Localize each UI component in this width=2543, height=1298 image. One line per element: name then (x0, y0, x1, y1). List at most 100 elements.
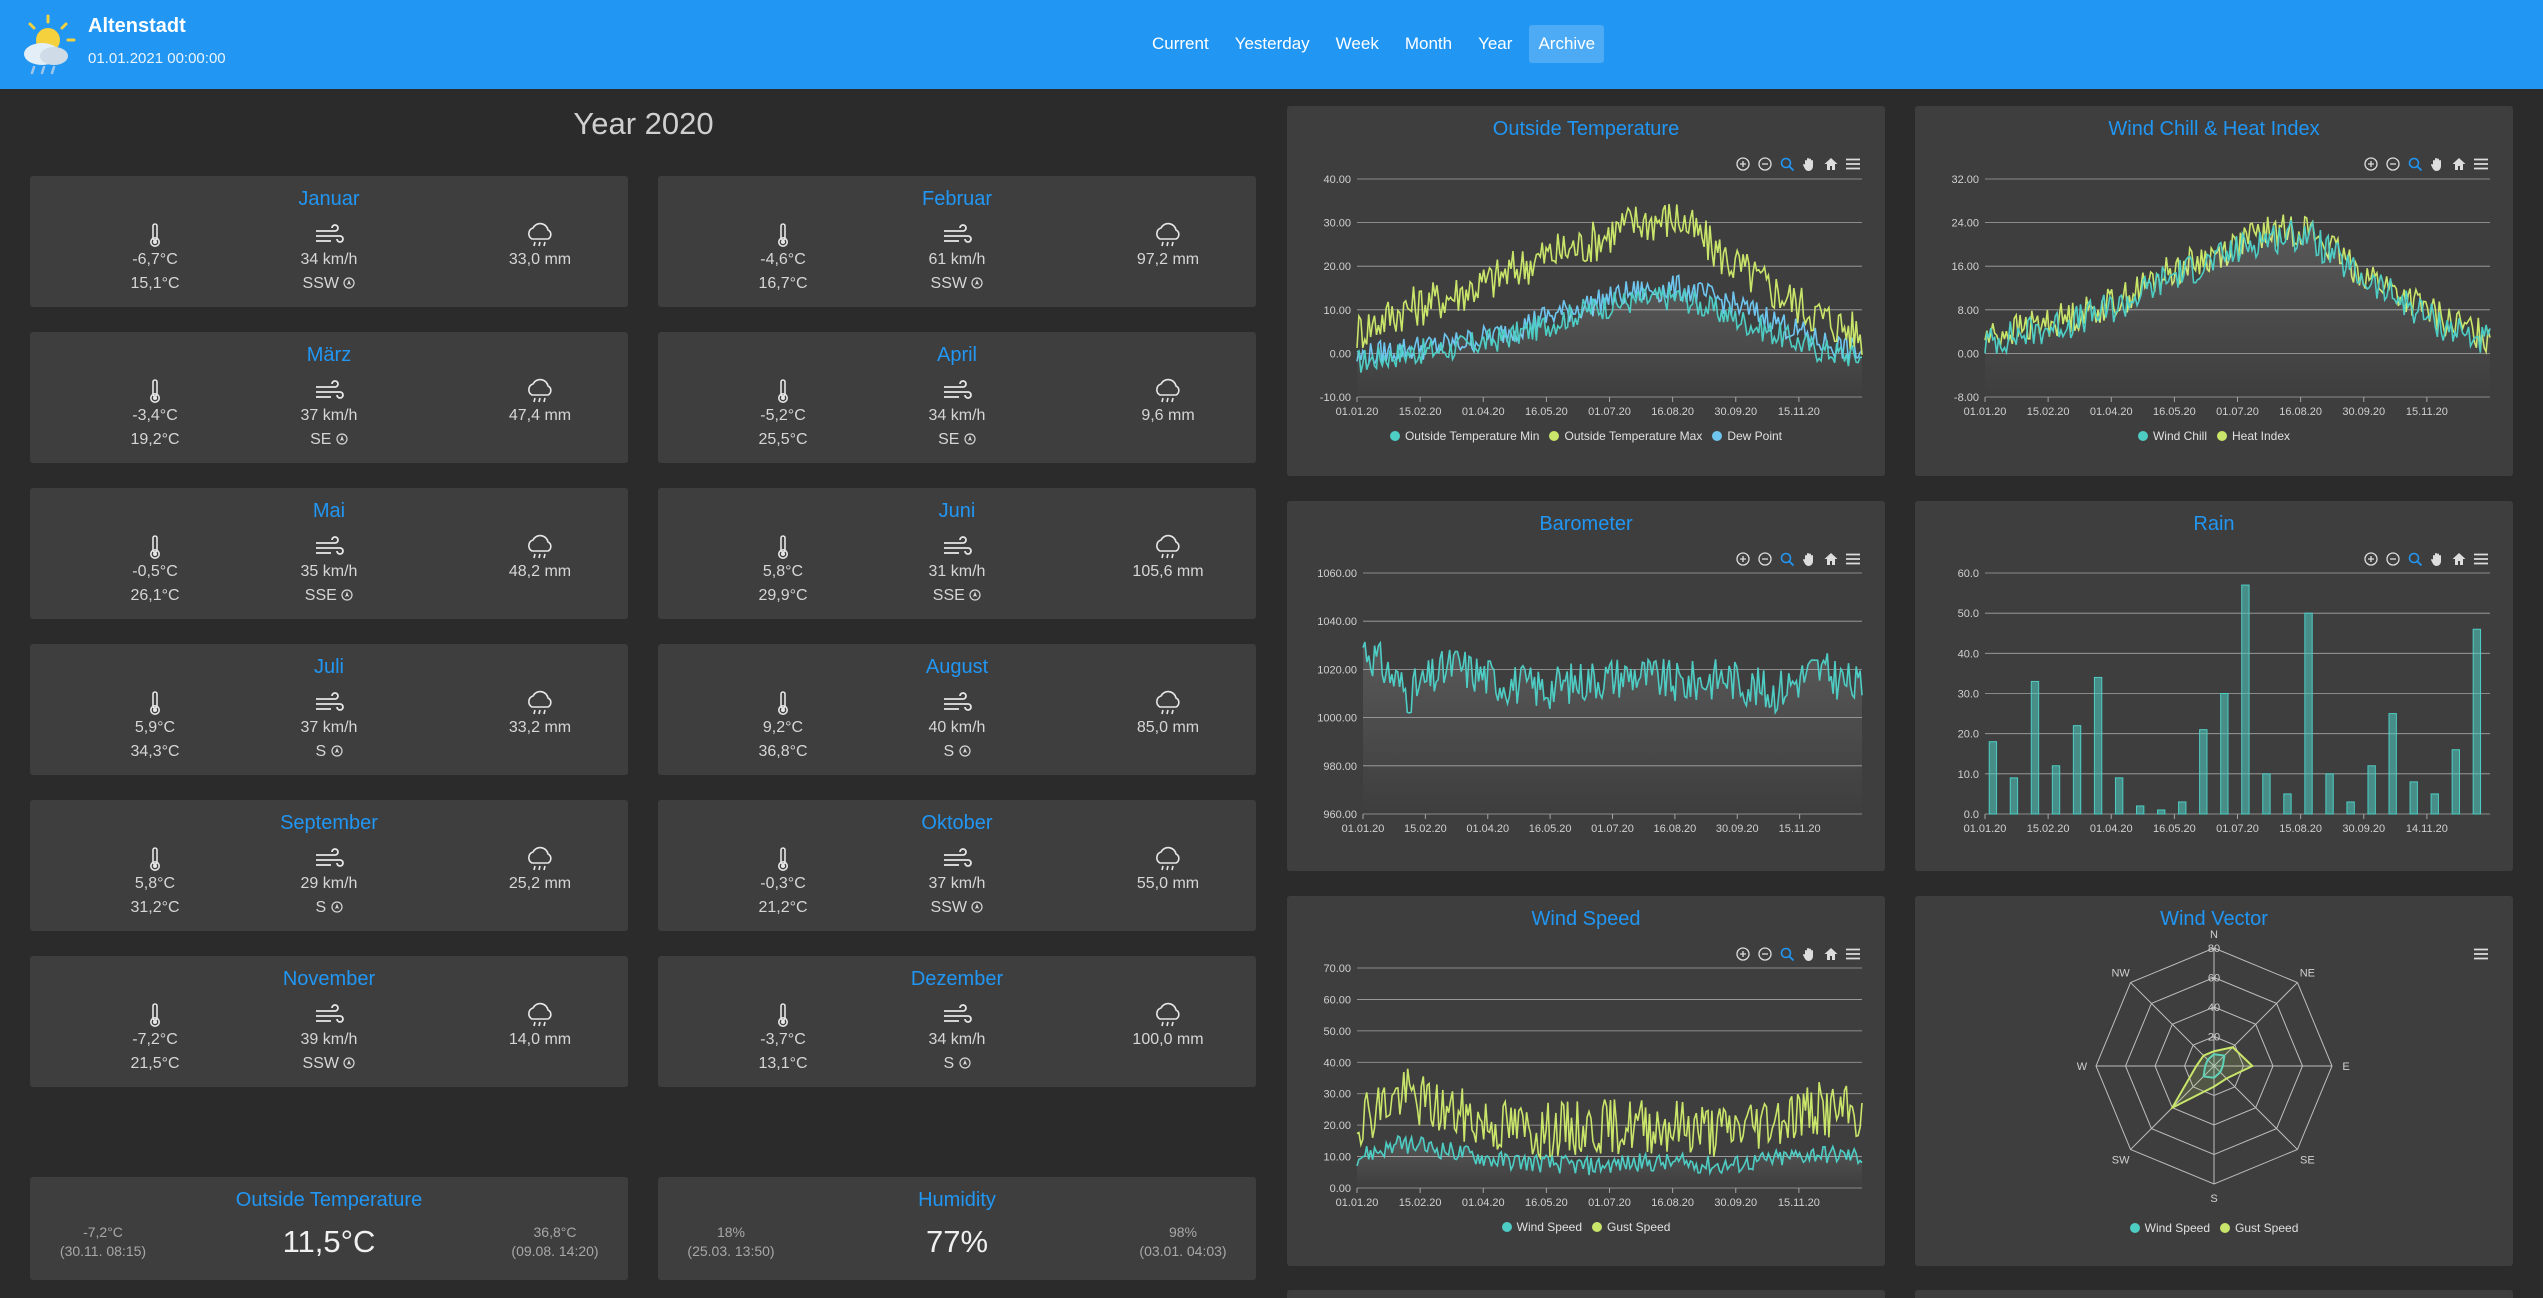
series-line[interactable] (1984, 219, 2491, 356)
rain-bar[interactable] (2283, 793, 2292, 815)
menu-icon[interactable] (1845, 946, 1861, 962)
month-name[interactable]: März (306, 344, 352, 366)
nav-yesterday[interactable]: Yesterday (1234, 34, 1310, 53)
menu-icon[interactable] (1845, 156, 1861, 172)
legend-item[interactable]: Wind Speed (2129, 1221, 2210, 1235)
rain-bar[interactable] (2093, 676, 2103, 815)
rain-bar[interactable] (2346, 801, 2355, 815)
month-name[interactable]: Januar (298, 188, 360, 210)
rain-bar[interactable] (2409, 781, 2418, 815)
rain-bar[interactable] (2199, 729, 2208, 815)
month-name[interactable]: Oktober (921, 812, 993, 834)
y-tick-label: 60.0 (1958, 568, 1979, 580)
rain-bar[interactable] (2178, 801, 2187, 815)
legend-item[interactable]: Wind Speed (1501, 1220, 1582, 1234)
rain-bar[interactable] (2388, 713, 2397, 815)
month-name[interactable]: Februar (921, 188, 993, 210)
series-line[interactable] (1356, 203, 1863, 355)
nav-month[interactable]: Month (1404, 34, 1453, 53)
chart-legend: Outside Temperature Min Outside Temperatu… (1287, 429, 1885, 444)
zoom-out-icon[interactable] (1757, 156, 1773, 172)
legend-item[interactable]: Heat Index (2216, 429, 2290, 443)
rain-bar[interactable] (2367, 765, 2376, 815)
pan-hand-icon[interactable] (2429, 156, 2445, 172)
rain-bar[interactable] (2472, 628, 2482, 815)
rain-bar[interactable] (1988, 741, 1998, 815)
rain-bar[interactable] (2009, 777, 2019, 815)
month-name[interactable]: April (936, 344, 977, 366)
reset-home-icon[interactable] (2451, 551, 2467, 567)
pan-hand-icon[interactable] (1801, 156, 1817, 172)
rain-bar[interactable] (2241, 584, 2250, 815)
nav-archive[interactable]: Archive (1529, 25, 1605, 63)
reset-home-icon[interactable] (1823, 946, 1839, 962)
legend-item[interactable]: Outside Temperature Max (1549, 429, 1702, 443)
legend-label: Outside Temperature Min (1404, 429, 1540, 443)
month-name[interactable]: Mai (312, 500, 346, 522)
selection-zoom-icon[interactable] (1779, 156, 1795, 172)
rain-bar[interactable] (2325, 773, 2334, 815)
legend-item[interactable]: Gust Speed (1592, 1220, 1670, 1234)
zoom-out-icon[interactable] (1757, 551, 1773, 567)
menu-icon[interactable] (2473, 156, 2489, 172)
reset-home-icon[interactable] (2451, 156, 2467, 172)
wind-direction-label: SE (310, 431, 332, 448)
nav-current[interactable]: Current (1152, 34, 1209, 53)
rain-bar[interactable] (2304, 612, 2313, 815)
rain-bar[interactable] (2030, 680, 2040, 815)
rain-bar[interactable] (2114, 777, 2124, 815)
zoom-out-icon[interactable] (2385, 156, 2401, 172)
selection-zoom-icon[interactable] (1779, 946, 1795, 962)
temp-max: 25,5°C (758, 431, 808, 448)
rain-bar[interactable] (2136, 805, 2145, 815)
stat-max: 98% (03.01. 04:03) (1128, 1223, 1238, 1261)
compass-icon (964, 431, 976, 448)
nav-week[interactable]: Week (1335, 34, 1379, 53)
rain-bar[interactable] (2451, 749, 2460, 815)
rain-bar[interactable] (2220, 693, 2229, 815)
legend-item[interactable]: Outside Temperature Min (1389, 429, 1540, 443)
month-name[interactable]: September (280, 812, 378, 834)
menu-icon[interactable] (2473, 946, 2489, 962)
series-line[interactable] (1356, 1068, 1863, 1161)
stat-min-time: (25.03. 13:50) (687, 1243, 775, 1259)
rain-bar[interactable] (2072, 725, 2082, 815)
rain-bar[interactable] (2262, 773, 2271, 815)
legend-item[interactable]: Dew Point (1712, 429, 1782, 443)
month-name[interactable]: August (925, 656, 989, 678)
zoom-in-icon[interactable] (1735, 551, 1751, 567)
selection-zoom-icon[interactable] (2407, 551, 2423, 567)
rain-total: 25,2 mm (508, 875, 572, 892)
zoom-out-icon[interactable] (1757, 946, 1773, 962)
month-name[interactable]: Dezember (910, 968, 1004, 990)
zoom-in-icon[interactable] (2363, 551, 2379, 567)
nav-year[interactable]: Year (1478, 34, 1513, 53)
zoom-in-icon[interactable] (1735, 946, 1751, 962)
menu-icon[interactable] (1845, 551, 1861, 567)
month-name[interactable]: Juni (938, 500, 976, 522)
zoom-in-icon[interactable] (2363, 156, 2379, 172)
selection-zoom-icon[interactable] (1779, 551, 1795, 567)
month-name[interactable]: Juli (313, 656, 344, 678)
zoom-out-icon[interactable] (2385, 551, 2401, 567)
reset-home-icon[interactable] (1823, 156, 1839, 172)
month-temperature: -3,4°C 19,2°C (65, 378, 245, 452)
pan-hand-icon[interactable] (2429, 551, 2445, 567)
rain-bar[interactable] (2051, 765, 2061, 815)
zoom-in-icon[interactable] (1735, 156, 1751, 172)
rain-bar[interactable] (2430, 793, 2439, 815)
pan-hand-icon[interactable] (1801, 551, 1817, 567)
series-line[interactable] (1356, 286, 1863, 373)
menu-icon[interactable] (2473, 551, 2489, 567)
series-line[interactable] (1362, 640, 1863, 716)
pan-hand-icon[interactable] (1801, 946, 1817, 962)
month-rain: 48,2 mm (470, 534, 610, 584)
selection-zoom-icon[interactable] (2407, 156, 2423, 172)
reset-home-icon[interactable] (1823, 551, 1839, 567)
rain-bar[interactable] (2157, 809, 2166, 815)
legend-item[interactable]: Wind Chill (2137, 429, 2207, 443)
series-line[interactable] (1356, 1134, 1863, 1176)
legend-item[interactable]: Gust Speed (2220, 1221, 2298, 1235)
month-name[interactable]: November (282, 968, 376, 990)
x-tick-label: 16.05.20 (2153, 406, 2196, 418)
